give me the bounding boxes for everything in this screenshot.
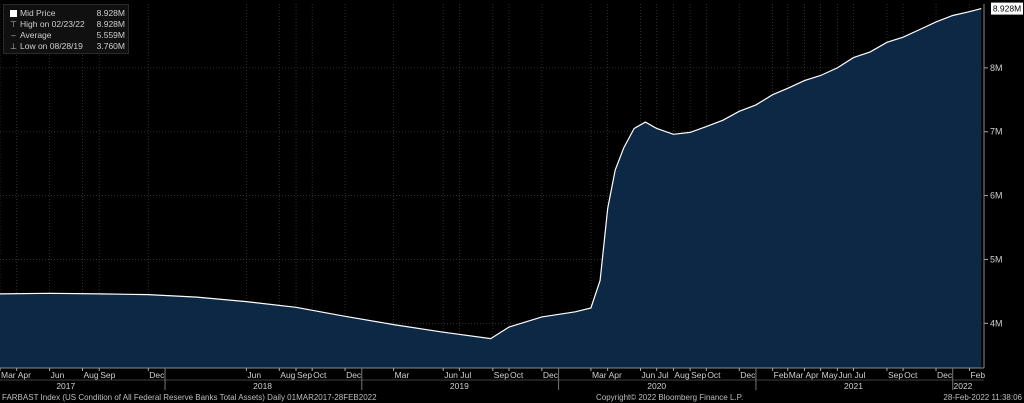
x-tick-label: Jun [642, 370, 656, 380]
legend-average-value: 5.559M [96, 30, 125, 40]
footer-timestamp: 28-Feb-2022 11:38:06 [943, 393, 1022, 402]
x-tick-label: Feb [970, 370, 985, 380]
x-year-label: 2017 [56, 381, 75, 391]
footer-index-description: FARBAST Index (US Condition of All Feder… [2, 393, 377, 402]
y-tick-label: 4M [990, 318, 1003, 328]
x-tick-label: Dec [740, 370, 756, 380]
x-tick-label: Oct [707, 370, 721, 380]
x-tick-label: Jun [247, 370, 261, 380]
y-tick-label: 5M [990, 254, 1003, 264]
x-tick-label: Mar [395, 370, 410, 380]
legend-high-value: 8.928M [96, 19, 125, 29]
series-line [0, 8, 982, 340]
legend-average-label: Average [20, 30, 52, 40]
legend-row-mid: Mid Price 8.928M [10, 8, 125, 19]
x-tick-label: Mar [789, 370, 804, 380]
legend-low-label: Low on 08/28/19 [20, 41, 83, 51]
x-tick-label: Sep [888, 370, 903, 380]
legend-row-high: ⊤ High on 02/23/22 8.928M [10, 19, 125, 30]
x-tick-label: Apr [805, 370, 818, 380]
x-axis: Mar Apr Jun Aug Sep Dec Jun Aug Sep Oct Dec Mar Jun J… [0, 367, 985, 391]
series-area [0, 8, 982, 368]
x-tick-label: Mar [592, 370, 607, 380]
x-tick-label: Dec [543, 370, 559, 380]
x-year-label: 2022 [954, 381, 973, 391]
series-swatch-icon [10, 10, 17, 17]
x-tick-label: Apr [18, 370, 31, 380]
x-tick-label: Sep [494, 370, 509, 380]
x-year-label: 2021 [844, 381, 863, 391]
y-tick-label: 7M [990, 127, 1003, 137]
footer-copyright: Copyright© 2022 Bloomberg Finance L.P. [596, 393, 744, 402]
x-year-label: 2018 [253, 381, 272, 391]
legend: Mid Price 8.928M ⊤ High on 02/23/22 8.928… [3, 4, 129, 54]
x-tick-label: Jul [460, 370, 471, 380]
x-tick-label: Dec [149, 370, 165, 380]
low-marker-icon: ⊥ [10, 42, 17, 51]
legend-row-low: ⊥ Low on 08/28/19 3.760M [10, 41, 125, 52]
x-tick-label: Mar [1, 370, 16, 380]
legend-low-value: 3.760M [96, 41, 125, 51]
x-tick-label: Apr [609, 370, 622, 380]
x-year-label: 2020 [647, 381, 666, 391]
legend-row-average: – Average 5.559M [10, 30, 125, 41]
legend-high-label: High on 02/23/22 [20, 19, 85, 29]
average-marker-icon: – [11, 31, 16, 40]
x-tick-label: Jun [51, 370, 65, 380]
y-axis: 4M 5M 6M 7M 8M [983, 4, 1003, 368]
x-tick-label: Sep [100, 370, 115, 380]
x-tick-label: Oct [510, 370, 524, 380]
x-tick-label: Aug [280, 370, 295, 380]
x-tick-label: May [822, 370, 839, 380]
y-tick-label: 6M [990, 191, 1003, 201]
x-tick-label: Dec [346, 370, 362, 380]
x-tick-label: Dec [937, 370, 953, 380]
x-tick-label: Jul [855, 370, 866, 380]
legend-mid-value: 8.928M [96, 8, 125, 18]
x-tick-label: Aug [674, 370, 689, 380]
x-tick-label: Aug [83, 370, 98, 380]
x-year-label: 2019 [450, 381, 469, 391]
x-tick-label: Feb [774, 370, 789, 380]
last-price-value: 8.928M [993, 4, 1021, 14]
x-tick-label: Jun [444, 370, 458, 380]
x-tick-label: Sep [691, 370, 706, 380]
x-tick-label: Jul [658, 370, 669, 380]
last-price-tag: 8.928M [991, 2, 1023, 15]
x-tick-label: Jun [838, 370, 852, 380]
footer: FARBAST Index (US Condition of All Feder… [0, 392, 1024, 403]
legend-mid-label: Mid Price [20, 8, 56, 18]
x-tick-label: Sep [297, 370, 312, 380]
x-tick-label: Oct [904, 370, 918, 380]
high-marker-icon: ⊤ [10, 20, 17, 29]
x-tick-label: Oct [313, 370, 327, 380]
y-tick-label: 8M [990, 63, 1003, 73]
